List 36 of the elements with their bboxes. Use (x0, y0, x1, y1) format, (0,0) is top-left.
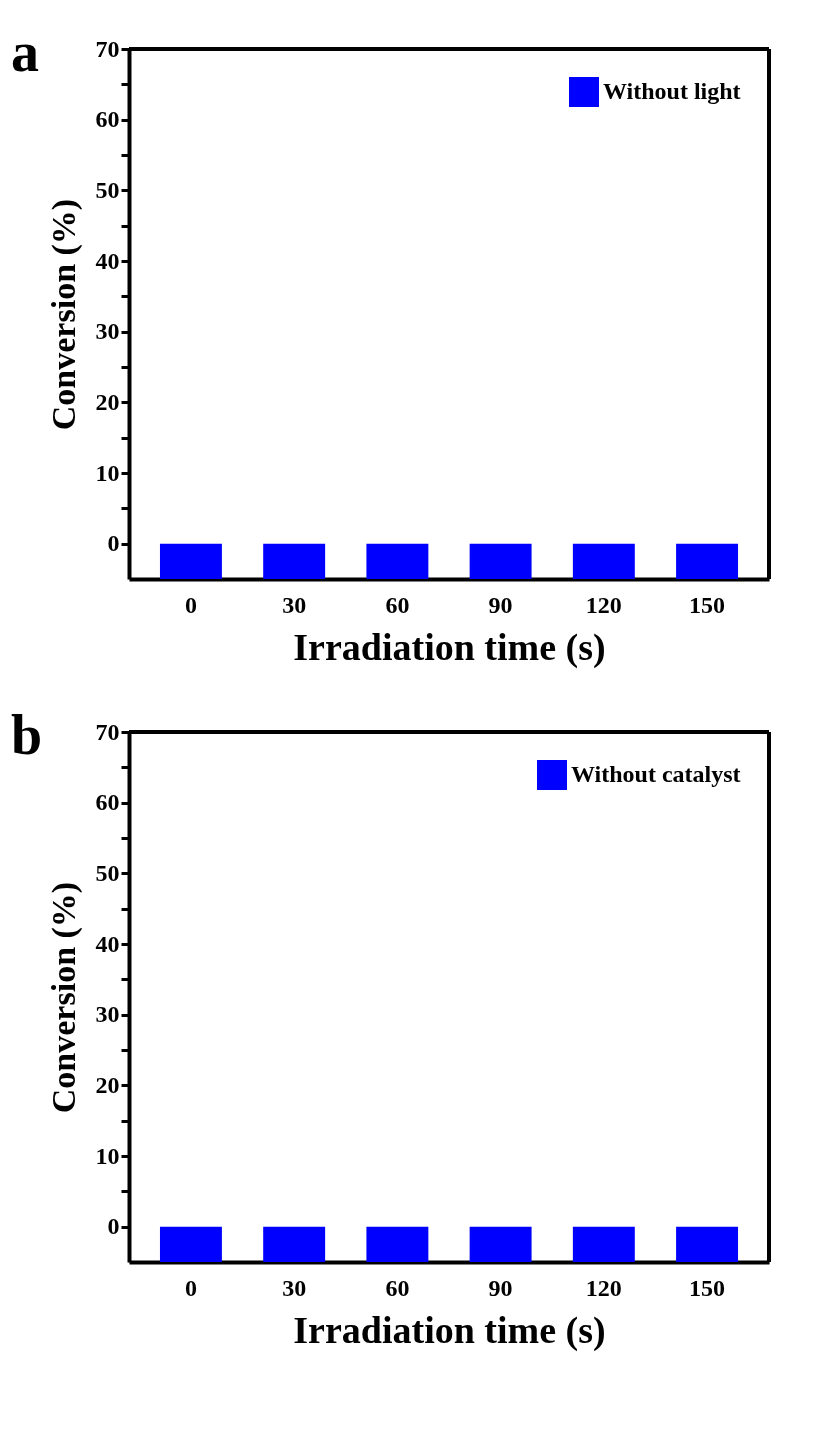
y-tick-label: 20 (95, 1071, 120, 1098)
x-tick-label: 90 (488, 1274, 513, 1301)
x-tick-label: 120 (585, 1274, 622, 1301)
y-tick-label: 60 (95, 106, 120, 133)
x-axis-title: Irradiation time (s) (293, 625, 606, 669)
legend-label: Without catalyst (571, 761, 741, 787)
x-axis-title: Irradiation time (s) (293, 1308, 606, 1352)
x-tick-label: 90 (488, 591, 513, 618)
text: a (11, 21, 39, 83)
y-tick-label: 40 (95, 930, 120, 957)
x-tick-label: 60 (385, 1274, 410, 1301)
y-tick-label: 10 (95, 1142, 120, 1169)
y-axis-title: Conversion (%) (44, 198, 83, 431)
y-tick-label: 20 (95, 388, 120, 415)
y-tick-label: 10 (95, 459, 120, 486)
x-tick-label: 0 (184, 591, 197, 618)
y-tick-label: 60 (95, 789, 120, 816)
y-tick-label: 70 (95, 35, 120, 62)
y-tick-label: 0 (107, 1213, 120, 1240)
x-tick-label: 30 (282, 1274, 307, 1301)
y-tick-label: 50 (95, 176, 120, 203)
y-tick-label: 0 (107, 530, 120, 557)
x-tick-label: 60 (385, 591, 410, 618)
text: b (11, 704, 43, 766)
legend-label: Without light (603, 78, 741, 104)
x-tick-label: 0 (184, 1274, 197, 1301)
y-tick-label: 70 (95, 718, 120, 745)
y-tick-label: 30 (95, 1001, 120, 1028)
x-tick-label: 150 (689, 1274, 726, 1301)
x-tick-label: 120 (585, 591, 622, 618)
x-tick-label: 150 (689, 591, 726, 618)
x-tick-label: 30 (282, 591, 307, 618)
y-tick-label: 40 (95, 247, 120, 274)
y-tick-label: 30 (95, 318, 120, 345)
y-axis-title: Conversion (%) (44, 881, 83, 1114)
y-tick-label: 50 (95, 859, 120, 886)
